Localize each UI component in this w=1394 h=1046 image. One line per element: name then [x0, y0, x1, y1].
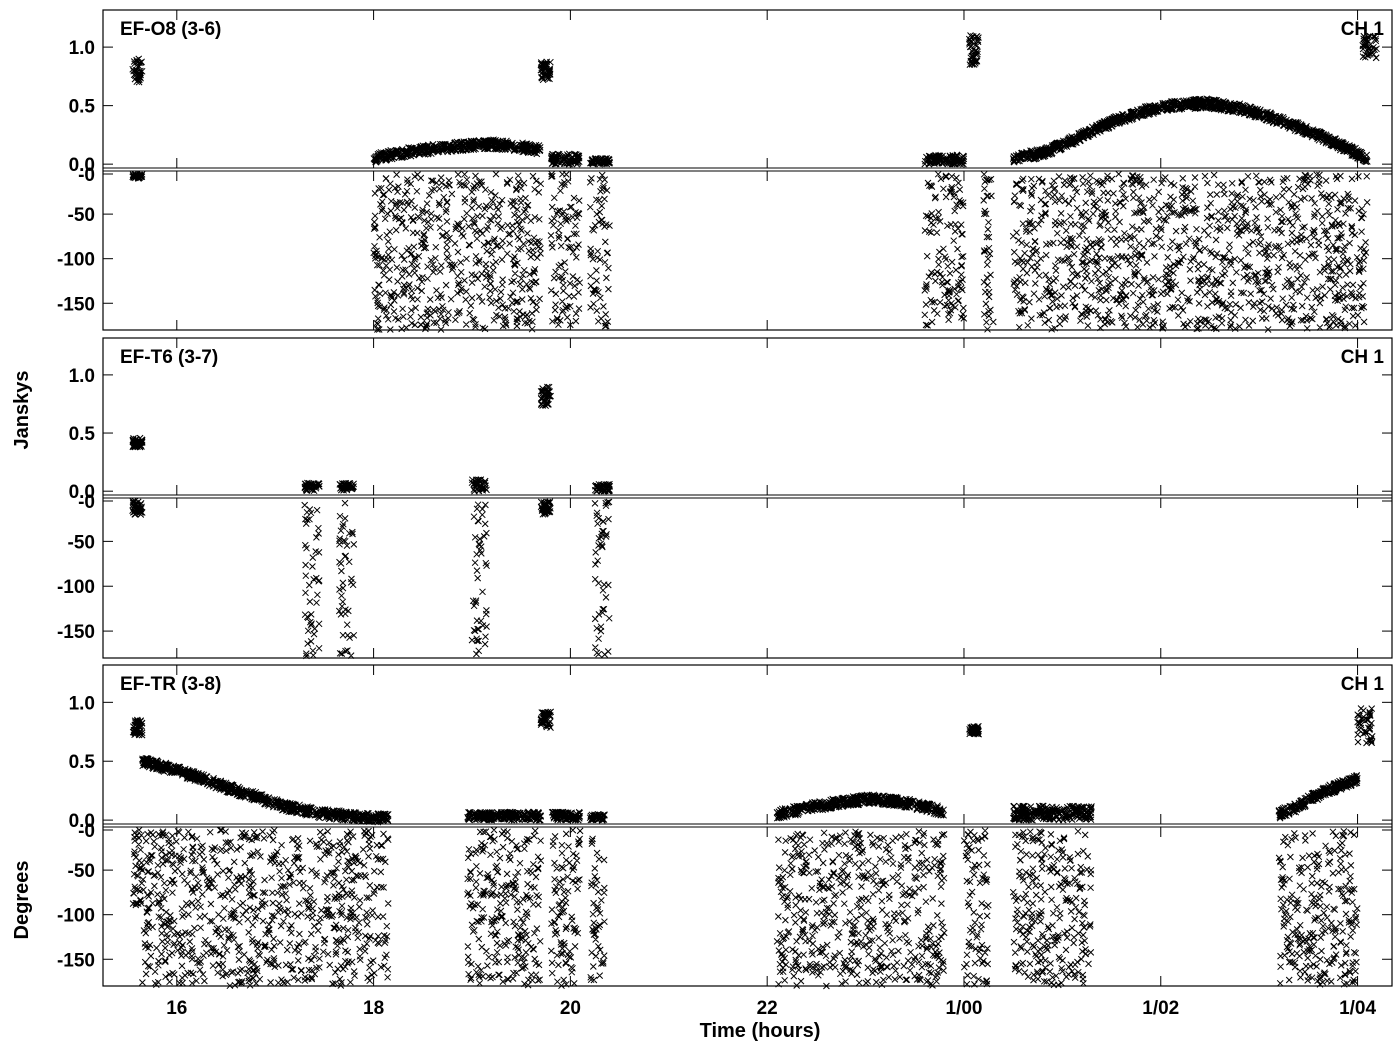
panel-frame	[102, 664, 1393, 987]
y-axis-title-degrees: Degrees	[11, 861, 33, 940]
amplitude-segment	[336, 479, 357, 494]
phase-segment	[335, 499, 358, 659]
x-tick-label: 18	[363, 998, 384, 1019]
channel-label: CH 1	[1341, 347, 1385, 368]
amplitude-segment	[921, 151, 968, 168]
panel-frame	[102, 9, 1393, 331]
channel-label: CH 1	[1341, 674, 1385, 695]
amplitude-segment	[468, 476, 490, 495]
y-axis-title-janskys: Janskys	[11, 371, 33, 450]
phase-segment	[980, 170, 997, 333]
amplitude-segment	[548, 808, 584, 824]
phase-segment	[547, 170, 584, 329]
amplitude-segment	[1009, 95, 1371, 166]
amplitude-segment	[537, 708, 555, 731]
phase-segment	[587, 835, 608, 984]
y-tick-label: 0.0	[69, 811, 95, 832]
y-tick-label: -150	[57, 950, 95, 971]
y-tick-label: -0	[78, 165, 95, 186]
y-tick-label: 0.5	[69, 97, 96, 118]
data-markers	[129, 32, 1380, 333]
amplitude-segment	[129, 716, 146, 739]
y-tick-label: -50	[68, 532, 95, 553]
panel-3: 1.0 0.5 0.0-0 -50 -100 -150 EF-TR (3-8) CH 1	[57, 664, 1393, 990]
data-markers	[129, 383, 614, 660]
baseline-label: EF-TR (3-8)	[120, 674, 221, 695]
amplitude-segment	[370, 136, 544, 166]
amplitude-segment	[966, 722, 983, 738]
amplitude-segment	[965, 32, 982, 68]
phase-segment	[301, 501, 323, 660]
phase-segment	[537, 498, 554, 518]
amplitude-segment	[586, 811, 608, 824]
y-tick-label: 0.0	[69, 155, 95, 176]
y-tick-label: -0	[78, 492, 95, 513]
amplitude-segment	[587, 154, 614, 168]
phase-segment	[960, 827, 992, 988]
x-axis: 16 18 20 22 1/00 1/02 1/04	[166, 998, 1376, 1019]
y-tick-label: 0.5	[69, 424, 96, 445]
x-tick-label: 16	[166, 998, 187, 1019]
phase-segment	[921, 170, 968, 329]
phase-segment	[547, 826, 584, 990]
x-axis-title: Time (hours)	[700, 1020, 821, 1042]
phase-segment	[773, 828, 948, 990]
amplitude-segment	[591, 480, 614, 495]
amplitude-segment	[537, 383, 554, 410]
amplitude-segment	[301, 479, 323, 495]
amplitude-segment	[464, 808, 545, 824]
y-tick-label: 1.0	[69, 366, 95, 387]
amplitude-segment	[1009, 802, 1095, 824]
y-tick-label: -50	[68, 205, 95, 226]
y-tick-label: -100	[57, 250, 95, 271]
amplitude-segment	[1354, 705, 1376, 747]
phase-segment	[129, 497, 146, 518]
baseline-label: EF-T6 (3-7)	[120, 347, 218, 368]
amplitude-segment	[1359, 32, 1380, 62]
phase-segment	[591, 498, 613, 658]
phase-segment	[129, 826, 146, 909]
amplitude-segment	[1275, 771, 1361, 822]
y-tick-label: -100	[57, 577, 95, 598]
amplitude-segment	[547, 150, 583, 168]
x-tick-label: 22	[757, 998, 778, 1019]
phase-segment	[1009, 827, 1095, 989]
amplitude-segment	[129, 434, 146, 451]
amplitude-segment	[773, 791, 947, 822]
phase-segment	[464, 826, 545, 989]
y-tick-label: -50	[68, 861, 95, 882]
baseline-label: EF-O8 (3-6)	[120, 19, 221, 40]
y-tick-label: -100	[57, 906, 95, 927]
y-tick-label: -150	[57, 294, 95, 315]
x-tick-label: 1/00	[945, 998, 982, 1019]
x-tick-label: 1/02	[1142, 998, 1179, 1019]
phase-segment	[370, 170, 545, 333]
data-markers	[129, 705, 1376, 990]
y-tick-label: 0.0	[69, 482, 95, 503]
amplitude-segment	[139, 755, 392, 826]
y-tick-label: 1.0	[69, 693, 95, 714]
phase-segment	[586, 171, 613, 330]
y-tick-label: 0.5	[69, 752, 96, 773]
y-tick-label: 1.0	[69, 38, 95, 59]
x-tick-label: 20	[560, 998, 581, 1019]
phase-segment	[468, 501, 490, 658]
phase-segment	[1009, 170, 1371, 333]
x-tick-label: 1/04	[1339, 998, 1376, 1019]
amplitude-segment	[129, 55, 146, 86]
panel-2: 1.0 0.5 0.0-0 -50 -100 -150 EF-T6 (3-7) CH 1	[57, 337, 1393, 660]
amplitude-segment	[537, 58, 554, 84]
y-tick-label: -150	[57, 622, 95, 643]
phase-segment	[1275, 828, 1361, 988]
phase-segment	[139, 826, 392, 990]
phase-segment	[129, 170, 146, 182]
y-tick-label: -0	[78, 821, 95, 842]
